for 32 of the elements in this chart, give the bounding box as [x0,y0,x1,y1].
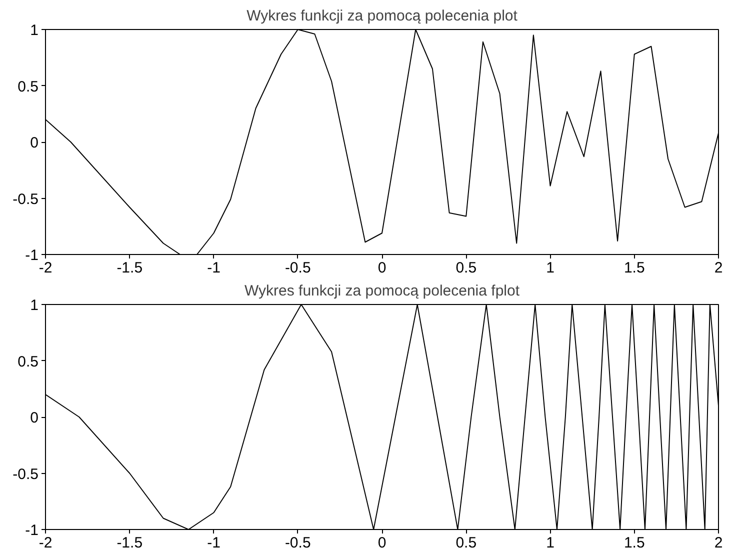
x-tick-label: -1.5 [116,260,143,276]
x-tick-label: 0 [378,260,386,276]
x-tick-label: -0.5 [284,534,311,550]
chart-title: Wykres funkcji za pomocą polecenia plot [246,8,518,24]
y-tick-label: 0 [30,134,38,152]
y-tick-label: -1 [25,247,39,264]
y-tick-label: 1 [30,22,38,39]
x-tick-label: -2 [38,534,52,550]
x-tick-label: -2 [38,260,52,276]
x-tick-label: 2 [714,260,723,276]
y-tick-label: -1 [25,522,39,539]
x-tick-label: -1.5 [116,534,143,550]
y-tick-label: 1 [30,297,38,314]
x-tick-label: 0.5 [456,260,477,276]
y-tick-label: 0 [30,410,38,426]
line-series [46,304,718,530]
x-tick-label: -1 [207,260,220,276]
y-tick-label: 0.5 [18,78,39,96]
x-tick-label: 0 [378,534,386,550]
x-tick-label: -1 [207,534,220,550]
y-tick-label: -0.5 [12,466,39,483]
y-tick-label: 0.5 [18,353,39,370]
x-tick-label: 1 [546,260,554,276]
x-tick-label: 1.5 [624,534,645,550]
x-tick-label: -0.5 [284,260,311,276]
line-series [46,30,718,254]
x-tick-label: 0.5 [456,534,477,550]
chart-title: Wykres funkcji za pomocą polecenia fplot [244,282,520,300]
x-tick-label: 1 [546,534,554,550]
y-tick-label: -0.5 [12,190,39,208]
x-tick-label: 1.5 [624,260,645,276]
x-tick-label: 2 [714,534,723,550]
